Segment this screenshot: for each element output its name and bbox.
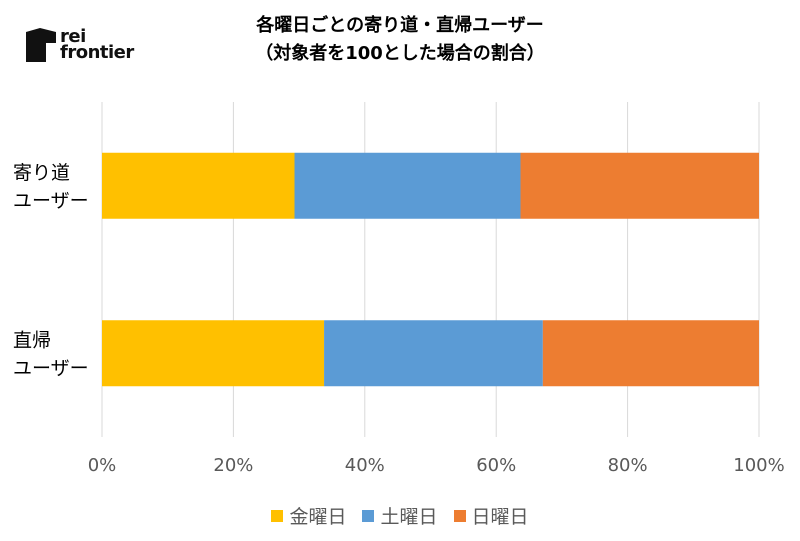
logo-text: rei frontier (60, 26, 134, 63)
bar-segment (324, 320, 543, 387)
logo-line2: frontier (60, 42, 134, 63)
legend-swatch (271, 509, 284, 522)
chart-title-block: 各曜日ごとの寄り道・直帰ユーザー （対象者を100とした場合の割合） (0, 12, 800, 68)
legend-label: 日曜日 (471, 506, 529, 528)
x-tick-label: 40% (345, 455, 385, 476)
bar-segment (102, 152, 295, 219)
legend-item: 金曜日 (271, 502, 346, 529)
category-label: 直帰ユーザー (13, 329, 89, 379)
legend-swatch (362, 509, 375, 522)
chart-legend: 金曜日 土曜日 日曜日 (0, 502, 800, 529)
x-tick-label: 20% (213, 455, 253, 476)
rf-logo-mark-icon (26, 28, 56, 62)
legend-swatch (453, 509, 466, 522)
bar-segment (542, 320, 759, 387)
legend-label: 土曜日 (380, 506, 438, 528)
legend-item: 土曜日 (362, 502, 438, 529)
x-tick-label: 100% (733, 455, 784, 476)
legend-item: 日曜日 (453, 502, 529, 529)
x-tick-label: 60% (476, 455, 516, 476)
bar-segment (520, 152, 759, 219)
legend-label: 金曜日 (289, 506, 347, 528)
category-label: 寄り道ユーザー (13, 162, 89, 212)
x-tick-label: 0% (88, 455, 117, 476)
chart-subtitle: （対象者を100とした場合の割合） (255, 43, 545, 64)
bar-segment (102, 320, 325, 387)
bar-segment (294, 152, 521, 219)
logo: rei frontier (26, 28, 134, 62)
chart-title: 各曜日ごとの寄り道・直帰ユーザー (256, 15, 544, 36)
logo-line1: rei (60, 26, 86, 47)
x-tick-label: 80% (608, 455, 648, 476)
